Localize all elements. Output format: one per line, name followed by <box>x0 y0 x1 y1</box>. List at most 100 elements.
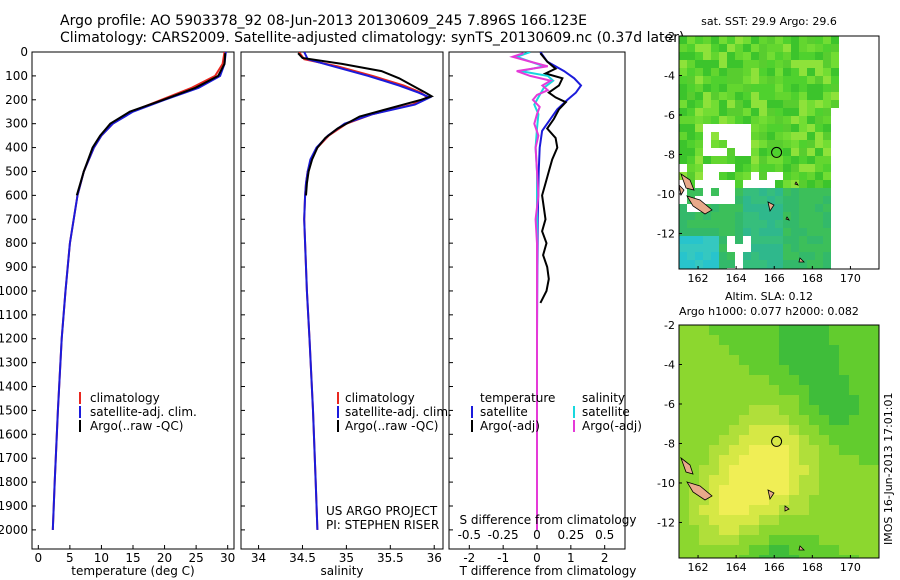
sst-cell <box>743 188 751 196</box>
sla-cell <box>679 485 689 495</box>
sst-cell <box>815 148 823 156</box>
sst-cell <box>687 156 695 164</box>
sla-cell <box>739 545 749 555</box>
sst-cell <box>791 116 799 124</box>
sla-cell <box>699 495 709 505</box>
sst-cell <box>711 52 719 60</box>
sla-cell <box>699 535 709 545</box>
lon-tick-label: 164 <box>726 561 747 574</box>
sla-cell <box>799 445 809 455</box>
sla-cell <box>839 405 849 415</box>
sst-cell <box>751 116 759 124</box>
sla-cell <box>749 415 759 425</box>
sst-cell <box>759 260 767 268</box>
depth-tick-label: 2000 <box>0 523 28 537</box>
sst-cell <box>807 244 815 252</box>
sst-cell <box>823 244 831 252</box>
sst-cell <box>791 204 799 212</box>
sst-cell <box>791 172 799 180</box>
sst-cell <box>727 76 735 84</box>
sla-cell <box>839 555 849 558</box>
sla-cell <box>709 365 719 375</box>
sst-cell <box>775 60 783 68</box>
sst-cell <box>799 220 807 228</box>
sla-cell <box>739 475 749 485</box>
sst-cell <box>743 100 751 108</box>
x-tick-label: 15 <box>125 551 140 565</box>
sst-cell <box>823 68 831 76</box>
sst-cell <box>743 196 751 204</box>
sst-cell <box>727 172 735 180</box>
island-shape <box>686 195 713 215</box>
sst-cell <box>735 116 743 124</box>
sst-cell <box>719 252 727 260</box>
sst-cell <box>815 172 823 180</box>
sst-cell <box>759 36 767 44</box>
sst-cell <box>783 148 791 156</box>
sla-cell <box>769 525 779 535</box>
sst-cell <box>783 100 791 108</box>
sla-cell <box>859 545 869 555</box>
series-line-t-argo-adj- <box>539 52 568 304</box>
sla-cell <box>719 325 729 335</box>
sst-cell <box>751 124 759 132</box>
sla-cell <box>749 335 759 345</box>
sst-cell <box>703 252 711 260</box>
sla-cell <box>739 465 749 475</box>
sla-cell <box>819 455 829 465</box>
sst-cell <box>703 116 711 124</box>
sst-cell <box>807 156 815 164</box>
sla-cell <box>829 515 839 525</box>
sla-cell <box>709 335 719 345</box>
sst-cell <box>727 148 735 156</box>
sst-cell <box>751 196 759 204</box>
sla-cell <box>769 535 779 545</box>
sla-cell <box>799 355 809 365</box>
sla-cell <box>739 345 749 355</box>
sla-cell <box>829 475 839 485</box>
sla-cell <box>789 535 799 545</box>
sla-cell <box>749 345 759 355</box>
x-tick-label: 36 <box>427 551 442 565</box>
lat-tick-label: -12 <box>657 227 675 240</box>
sla-cell <box>849 345 859 355</box>
sla-cell <box>739 415 749 425</box>
sst-map-frame <box>678 35 880 270</box>
sla-cell <box>679 355 689 365</box>
sst-cell <box>759 156 767 164</box>
sst-cell <box>783 140 791 148</box>
sla-cell <box>679 505 689 515</box>
sst-cell <box>695 228 703 236</box>
depth-tick-label: 1900 <box>0 499 28 513</box>
sst-cell <box>743 156 751 164</box>
sst-cell <box>767 92 775 100</box>
sla-cell <box>859 385 869 395</box>
sst-cell <box>719 44 727 52</box>
sst-cell <box>687 92 695 100</box>
lat-tick-label: -6 <box>664 398 675 411</box>
sla-cell <box>869 555 879 558</box>
sst-cell <box>743 260 751 268</box>
sla-cell <box>799 425 809 435</box>
sst-cell <box>783 204 791 212</box>
sla-cell <box>819 515 829 525</box>
sst-cell <box>759 108 767 116</box>
sla-cell <box>729 415 739 425</box>
sst-cell <box>791 132 799 140</box>
sst-cell <box>767 84 775 92</box>
sst-cell <box>695 92 703 100</box>
sst-cell <box>679 44 687 52</box>
sla-cell <box>779 375 789 385</box>
sla-cell <box>849 415 859 425</box>
sst-cell <box>759 212 767 220</box>
sla-cell <box>759 515 769 525</box>
sst-cell <box>767 76 775 84</box>
sla-cell <box>729 455 739 465</box>
sla-cell <box>809 375 819 385</box>
sst-cell <box>767 124 775 132</box>
sst-cell <box>823 220 831 228</box>
sst-cell <box>807 252 815 260</box>
sst-cell <box>759 220 767 228</box>
sst-cell <box>775 36 783 44</box>
sla-cell <box>689 395 699 405</box>
